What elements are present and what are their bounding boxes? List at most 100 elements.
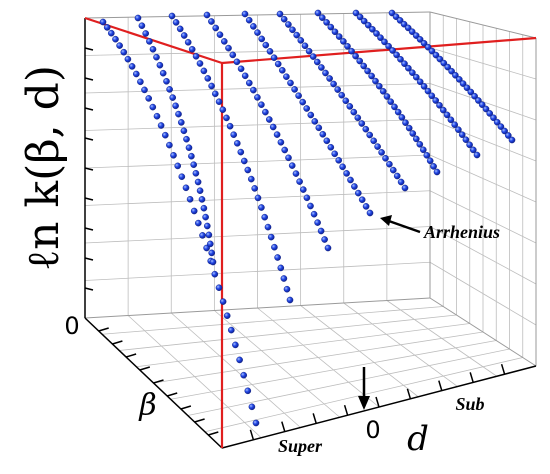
data-point <box>178 173 186 180</box>
box-edge <box>84 11 431 19</box>
data-point <box>266 48 274 55</box>
data-point <box>267 233 275 241</box>
x-axis-tick <box>312 413 317 424</box>
data-point <box>236 356 243 364</box>
data-point <box>490 114 497 122</box>
data-point <box>200 204 208 212</box>
x-axis-tick <box>249 429 255 441</box>
data-point <box>368 72 375 80</box>
grid-line <box>386 300 497 377</box>
data-point <box>381 38 388 46</box>
z-axis-tick <box>84 47 94 51</box>
z-axis-tick <box>84 287 94 291</box>
data-point <box>244 387 252 395</box>
data-point <box>166 86 173 93</box>
data-point <box>398 114 406 121</box>
data-point <box>375 82 383 90</box>
data-point <box>463 84 471 92</box>
box-edge <box>429 297 537 367</box>
data-point <box>330 80 337 88</box>
data-point <box>134 14 142 22</box>
data-point <box>389 166 397 174</box>
data-point <box>169 94 176 101</box>
data-point <box>466 141 473 149</box>
data-point <box>303 194 311 202</box>
data-point <box>471 92 478 100</box>
data-point <box>504 132 512 139</box>
data-point <box>159 69 167 77</box>
data-point <box>149 103 157 111</box>
data-point <box>314 9 322 17</box>
data-point <box>305 47 313 55</box>
data-point <box>188 152 195 160</box>
data-point <box>128 63 136 70</box>
data-point <box>440 59 448 67</box>
data-point <box>137 78 144 86</box>
y-axis-tick <box>98 327 109 332</box>
y-tick-label-0: 0 <box>64 312 79 340</box>
data-point <box>393 172 401 180</box>
data-point <box>451 121 459 128</box>
data-point <box>278 67 286 74</box>
data-point <box>233 139 241 147</box>
data-point <box>379 88 387 95</box>
data-point <box>467 88 475 96</box>
data-point <box>432 51 440 59</box>
data-point <box>352 52 359 60</box>
data-point <box>198 196 206 203</box>
data-point <box>285 154 292 162</box>
data-point <box>323 137 331 145</box>
data-point <box>202 213 209 221</box>
x-axis-tick <box>469 372 474 383</box>
arrhenius-arrow <box>385 218 421 234</box>
data-point <box>317 227 325 235</box>
data-point <box>212 24 219 32</box>
series-5 <box>241 10 374 217</box>
data-point <box>439 106 447 114</box>
data-point <box>225 44 232 52</box>
data-point <box>166 141 173 149</box>
data-point <box>402 119 409 126</box>
box-edge <box>84 297 431 319</box>
data-point <box>204 75 212 82</box>
x-axis-tick <box>375 396 380 408</box>
data-point <box>149 46 157 53</box>
data-point <box>103 24 111 31</box>
data-point <box>323 19 330 26</box>
data-point <box>443 111 451 119</box>
data-point <box>369 25 376 33</box>
x-axis-tick <box>343 404 349 416</box>
data-series <box>99 9 516 427</box>
series-3 <box>168 12 294 304</box>
data-point <box>219 106 227 113</box>
data-point <box>388 9 396 17</box>
data-point <box>358 196 366 203</box>
data-point <box>138 22 146 30</box>
data-point <box>508 136 516 144</box>
data-point <box>112 35 119 43</box>
y-axis-tick <box>125 353 137 358</box>
series-4 <box>203 11 332 252</box>
data-point <box>405 124 413 132</box>
data-point <box>459 80 467 87</box>
data-point <box>250 23 257 30</box>
x-axis-tick <box>500 363 506 375</box>
data-point <box>318 64 325 71</box>
data-point <box>203 222 211 230</box>
data-point <box>184 39 192 46</box>
grid-line <box>429 261 537 326</box>
data-point <box>245 16 253 24</box>
grid-line <box>429 154 537 203</box>
data-point <box>230 131 237 138</box>
series-8 <box>352 9 481 159</box>
grid-line <box>300 305 419 398</box>
data-point <box>383 93 391 100</box>
data-point <box>351 183 358 190</box>
data-point <box>261 213 269 221</box>
arrhenius-label: Arrhenius <box>423 222 500 242</box>
data-point <box>409 69 416 76</box>
data-point <box>241 10 249 18</box>
data-point <box>404 24 412 32</box>
data-point <box>190 207 198 215</box>
data-point <box>327 143 335 151</box>
